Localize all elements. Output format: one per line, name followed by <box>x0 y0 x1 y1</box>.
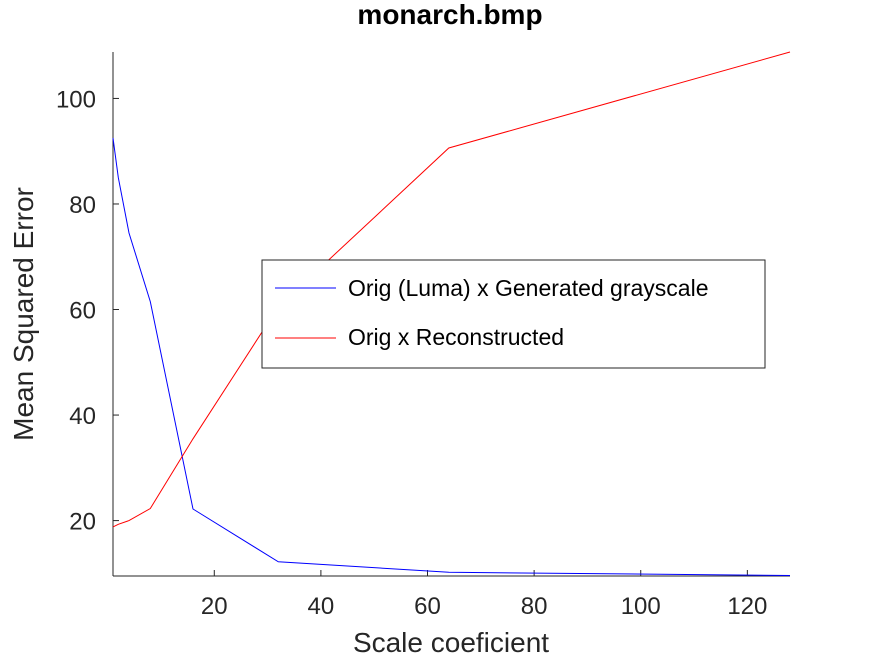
y-tick-label: 40 <box>69 403 96 430</box>
y-axis-label: Mean Squared Error <box>8 187 39 441</box>
x-ticks: 20 40 60 80 100 120 <box>201 570 767 620</box>
y-ticks: 20 40 60 80 100 <box>56 86 119 536</box>
x-tick-label: 40 <box>308 593 335 620</box>
x-tick-label: 20 <box>201 593 228 620</box>
legend-label-luma: Orig (Luma) x Generated grayscale <box>348 275 709 301</box>
legend: Orig (Luma) x Generated grayscale Orig x… <box>261 259 766 369</box>
x-axis-label: Scale coeficient <box>353 627 549 654</box>
series-line-1 <box>112 51 791 528</box>
y-tick-label: 100 <box>56 86 96 113</box>
legend-label-reconstructed: Orig x Reconstructed <box>348 324 564 350</box>
x-tick-label: 60 <box>414 593 441 620</box>
legend-box <box>261 259 766 369</box>
y-tick-label: 60 <box>69 298 96 325</box>
y-tick-label: 20 <box>69 509 96 536</box>
x-tick-label: 120 <box>727 593 767 620</box>
x-tick-label: 100 <box>621 593 661 620</box>
series-line-0 <box>112 137 791 576</box>
series-layer <box>112 51 791 576</box>
x-tick-label: 80 <box>521 593 548 620</box>
y-tick-label: 80 <box>69 192 96 219</box>
chart-title: monarch.bmp <box>357 0 542 30</box>
